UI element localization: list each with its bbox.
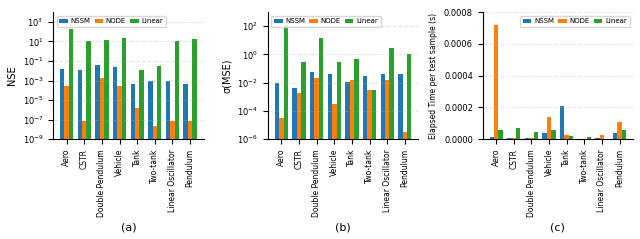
Bar [60, 69, 65, 239]
Bar [534, 132, 538, 139]
Y-axis label: Elapsed Time per test sample (s): Elapsed Time per test sample (s) [429, 13, 438, 139]
Bar [618, 122, 622, 139]
Bar [131, 84, 135, 239]
Bar [511, 138, 516, 139]
Bar [385, 80, 389, 239]
Bar [104, 40, 109, 239]
Bar [284, 25, 288, 239]
Bar [86, 41, 91, 239]
Bar [77, 70, 82, 239]
Bar [292, 88, 297, 239]
Bar [332, 104, 337, 239]
Bar [569, 136, 573, 139]
Bar [184, 84, 188, 239]
Bar [389, 48, 394, 239]
Bar [551, 130, 556, 139]
Bar [65, 86, 69, 239]
Bar [349, 80, 354, 239]
Bar [613, 133, 618, 139]
Bar [82, 120, 86, 239]
Bar [547, 117, 551, 139]
Bar [135, 108, 140, 239]
Bar [166, 81, 170, 239]
X-axis label: (c): (c) [550, 222, 565, 232]
Bar [122, 38, 126, 239]
Bar [490, 137, 494, 139]
Bar [314, 78, 319, 239]
Bar [622, 130, 626, 139]
Bar [363, 76, 367, 239]
Bar [372, 90, 376, 239]
Bar [319, 38, 323, 239]
Bar [337, 62, 341, 239]
Bar [346, 81, 349, 239]
Bar [301, 62, 306, 239]
Bar [529, 138, 534, 139]
Bar [95, 65, 100, 239]
Bar [157, 66, 161, 239]
Legend: NSSM, NODE, Linear: NSSM, NODE, Linear [520, 16, 630, 27]
Bar [595, 138, 600, 139]
Bar [407, 54, 412, 239]
Y-axis label: σ(MSE): σ(MSE) [221, 58, 232, 93]
Bar [175, 41, 179, 239]
Y-axis label: NSE: NSE [7, 66, 17, 86]
Bar [152, 126, 157, 239]
Bar [494, 25, 499, 139]
Bar [507, 138, 511, 139]
Bar [600, 135, 604, 139]
Bar [354, 59, 358, 239]
Bar [297, 92, 301, 239]
X-axis label: (a): (a) [120, 222, 136, 232]
Bar [543, 133, 547, 139]
Bar [560, 106, 564, 139]
Bar [192, 38, 196, 239]
Bar [328, 74, 332, 239]
Bar [367, 90, 372, 239]
Bar [310, 72, 314, 239]
Bar [564, 135, 569, 139]
Bar [516, 128, 520, 139]
Bar [148, 81, 152, 239]
Bar [140, 70, 144, 239]
Legend: NSSM, NODE, Linear: NSSM, NODE, Linear [57, 16, 166, 27]
Bar [525, 138, 529, 139]
Bar [381, 74, 385, 239]
Bar [275, 83, 279, 239]
Bar [279, 118, 284, 239]
Bar [398, 74, 403, 239]
Legend: NSSM, NODE, Linear: NSSM, NODE, Linear [271, 16, 381, 27]
Bar [100, 78, 104, 239]
Bar [69, 29, 73, 239]
Bar [188, 120, 192, 239]
Bar [586, 137, 591, 139]
Bar [113, 67, 117, 239]
Bar [403, 132, 407, 239]
Bar [499, 130, 503, 139]
X-axis label: (b): (b) [335, 222, 351, 232]
Bar [170, 120, 175, 239]
Bar [117, 86, 122, 239]
